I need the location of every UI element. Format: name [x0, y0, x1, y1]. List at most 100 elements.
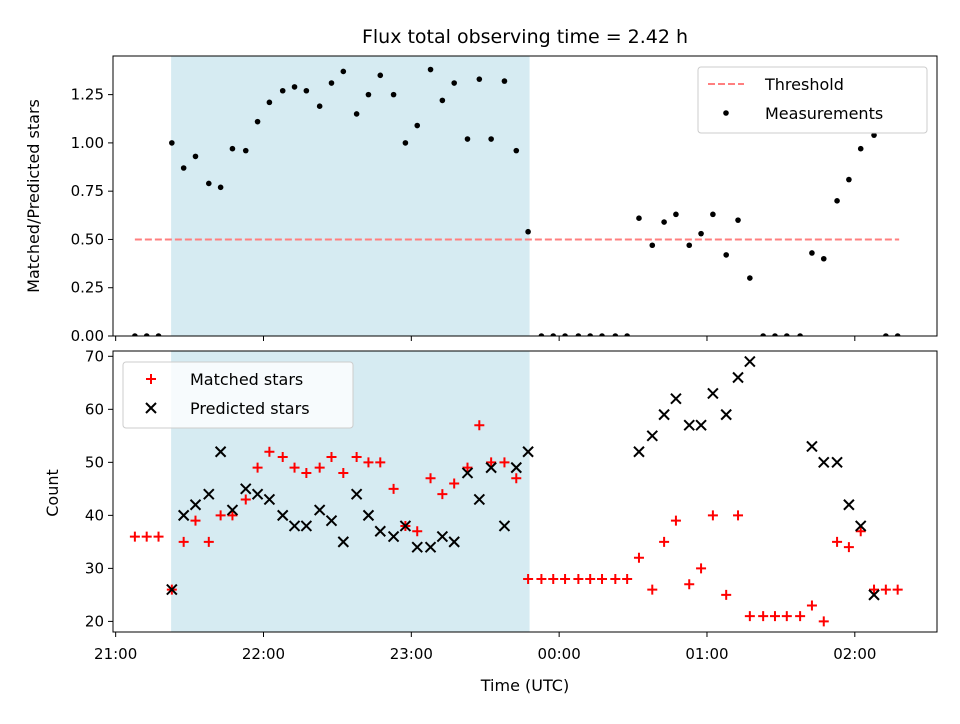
matched-star-point: [622, 573, 633, 584]
legend-label: Predicted stars: [190, 399, 310, 418]
measurement-point: [673, 211, 679, 218]
measurement-point: [451, 80, 457, 86]
measurement-point: [169, 140, 175, 146]
matched-star-point: [264, 446, 275, 457]
matched-star-point: [449, 478, 460, 489]
predicted-star-point: [203, 488, 215, 500]
predicted-star-point: [448, 536, 460, 548]
matched-star-point: [474, 420, 485, 431]
matched-star-point: [388, 483, 399, 494]
legend: Threshold Measurements: [697, 66, 928, 134]
predicted-star-point: [189, 499, 202, 511]
matched-star-point: [412, 526, 423, 537]
panel-data: [132, 66, 901, 336]
predicted-star-point: [411, 541, 423, 553]
matched-star-point: [880, 584, 891, 595]
matched-star-point: [536, 573, 547, 584]
matched-star-point: [855, 526, 866, 537]
matched-star-point: [153, 531, 164, 542]
matched-star-point: [351, 452, 362, 463]
predicted-star-point: [263, 493, 276, 506]
legend-plus-swatch: [146, 374, 156, 384]
legend-box: [122, 361, 354, 429]
predicted-star-point: [695, 419, 707, 431]
measurement-point: [871, 132, 877, 138]
matched-star-point: [869, 584, 880, 595]
predicted-star-point: [720, 408, 732, 421]
x-tick-label: 00:00: [538, 645, 581, 663]
measurement-point: [291, 84, 298, 90]
predicted-star-point: [658, 408, 670, 421]
predicted-star-point: [214, 446, 227, 458]
measurement-point: [686, 242, 693, 249]
predicted-star-point: [732, 371, 744, 384]
predicted-star-point: [633, 446, 645, 458]
predicted-star-point: [277, 509, 289, 522]
measurement-point: [229, 145, 236, 152]
matched-star-point: [326, 452, 337, 463]
x-tick-label: 21:00: [94, 645, 137, 663]
predicted-star-point: [744, 355, 756, 368]
predicted-star-point: [177, 509, 190, 522]
predicted-star-point: [670, 393, 682, 405]
measurement-point: [525, 228, 531, 235]
measurement-point: [402, 140, 409, 146]
measurement-point: [132, 333, 138, 336]
measurement-point: [710, 211, 716, 218]
legend-label: Matched stars: [190, 370, 303, 389]
legend-label: Threshold: [764, 75, 844, 94]
predicted-star-point: [350, 488, 363, 500]
predicted-star-point: [473, 493, 486, 506]
y-tick-label: 60: [85, 400, 104, 418]
chart-title: Flux total observing time = 2.42 h: [362, 26, 688, 48]
predicted-star-point: [436, 530, 449, 543]
matched-star-point: [633, 552, 644, 563]
panel-data: [129, 355, 903, 627]
measurement-point: [414, 122, 421, 129]
predicted-star-point: [683, 419, 695, 431]
measurement-point: [599, 333, 605, 336]
measurement-point: [427, 66, 434, 73]
predicted-star-point: [510, 461, 522, 474]
measurement-point: [562, 333, 568, 336]
matched-star-point: [277, 452, 288, 463]
measurement-point: [649, 242, 656, 249]
measurement-point: [476, 76, 483, 82]
matched-star-point: [758, 611, 769, 622]
matched-star-point: [499, 457, 510, 468]
measurement-point: [303, 87, 310, 94]
predicted-star-point: [288, 520, 301, 532]
matched-star-point: [314, 462, 325, 473]
predicted-star-point: [226, 504, 239, 516]
measurement-point: [575, 333, 582, 336]
measurement-point: [513, 147, 520, 154]
predicted-star-point: [251, 488, 264, 500]
y-tick-label: 20: [85, 612, 104, 630]
predicted-star-point: [806, 440, 818, 453]
matched-star-point: [301, 467, 312, 478]
measurement-point: [180, 165, 187, 171]
predicted-star-point: [707, 387, 719, 400]
matched-star-point: [733, 510, 744, 521]
matched-star-point: [744, 611, 755, 622]
matched-star-point: [203, 536, 214, 547]
matched-star-point: [806, 600, 817, 611]
predicted-star-point: [485, 461, 497, 474]
matched-star-point: [684, 579, 695, 590]
matched-star-point: [647, 584, 658, 595]
matched-star-point: [818, 616, 829, 627]
measurement-point: [735, 217, 741, 223]
measurement-point: [747, 275, 753, 281]
legend-dot-swatch: [723, 110, 729, 116]
measurement-point: [353, 111, 360, 117]
predicted-star-point: [337, 536, 350, 548]
matched-star-point: [129, 531, 140, 542]
matched-star-point: [781, 611, 792, 622]
predicted-star-point: [818, 456, 830, 469]
measurement-point: [723, 252, 729, 258]
measurement-point: [698, 230, 704, 237]
measurement-point: [377, 72, 384, 79]
predicted-star-point: [646, 430, 658, 442]
measurement-point: [846, 176, 852, 183]
matched-star-point: [363, 457, 374, 468]
